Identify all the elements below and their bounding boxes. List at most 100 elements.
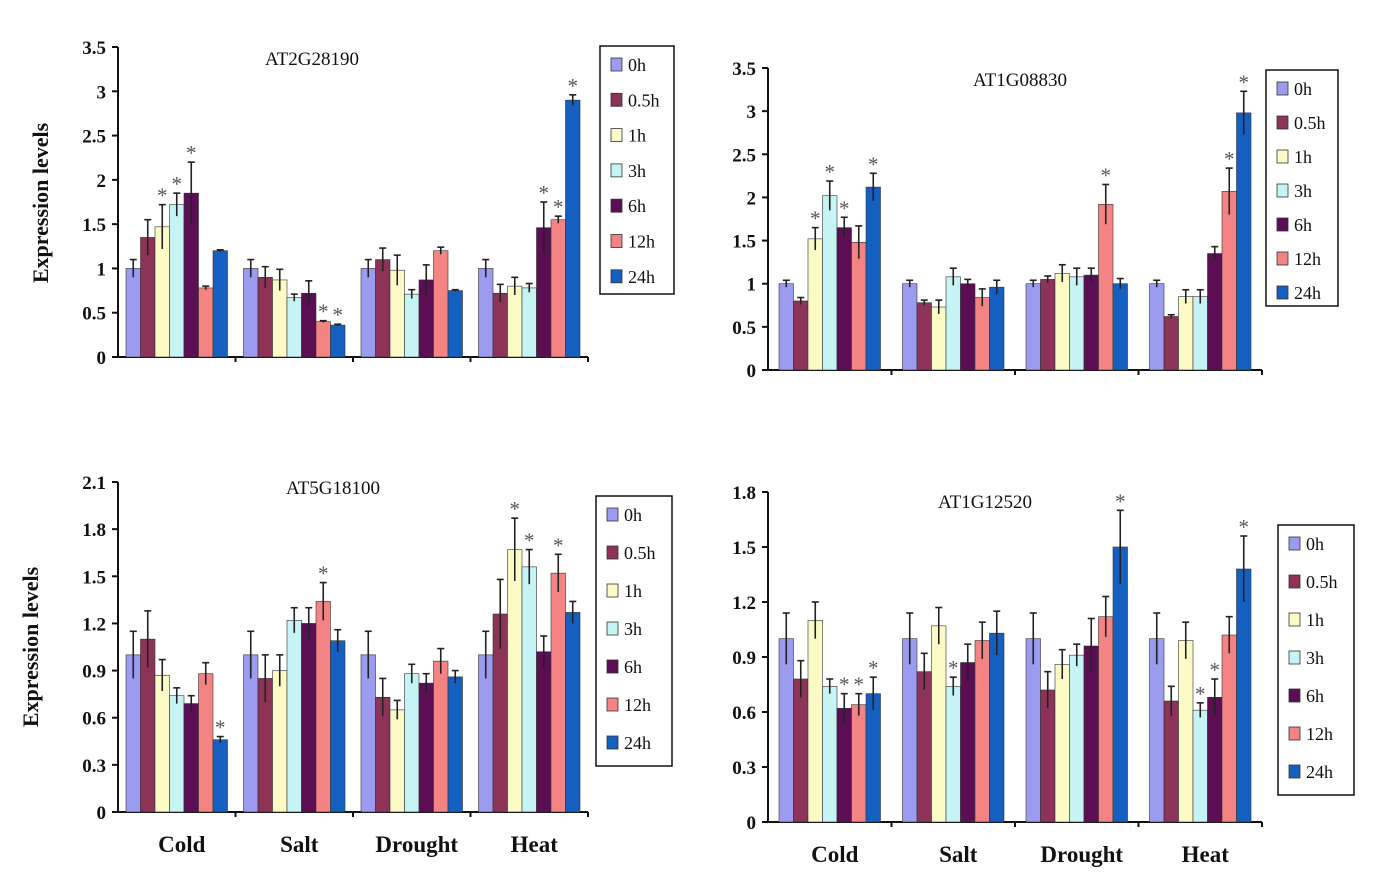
legend-swatch <box>1276 217 1289 232</box>
y-tick-label: 1.8 <box>82 520 106 541</box>
bar <box>822 195 838 371</box>
bar <box>1163 316 1179 371</box>
bar <box>1236 568 1252 823</box>
legend-label: 0h <box>628 55 646 75</box>
bar <box>447 676 463 813</box>
bar <box>1236 112 1252 371</box>
significance-star: * <box>1239 515 1250 539</box>
x-category-label: Salt <box>280 832 319 857</box>
bar <box>916 671 932 823</box>
bar <box>272 279 288 358</box>
bar <box>902 283 918 371</box>
legend-label: 0.5h <box>1306 572 1338 592</box>
legend-label: 1h <box>628 126 646 146</box>
bar <box>433 660 449 813</box>
significance-star: * <box>1239 70 1250 94</box>
bar <box>521 566 537 813</box>
legend-swatch <box>1288 764 1301 779</box>
bar <box>916 302 932 371</box>
legend-swatch <box>610 234 623 248</box>
bar <box>793 678 809 823</box>
bar <box>404 673 420 813</box>
legend-swatch <box>1288 650 1301 665</box>
y-axis-label: Expression levels <box>18 566 43 727</box>
bar <box>851 704 867 823</box>
bar <box>286 619 302 813</box>
legend-label: 0h <box>1306 534 1324 554</box>
legend-swatch <box>610 128 623 143</box>
bar <box>198 287 214 358</box>
y-tick-label: 0.6 <box>732 703 756 724</box>
bar <box>1221 191 1237 371</box>
legend-label: 6h <box>1306 686 1324 706</box>
bar <box>550 572 566 813</box>
y-tick-label: 0.9 <box>732 648 756 669</box>
significance-star: * <box>868 152 879 176</box>
y-tick-label: 1.2 <box>82 614 106 635</box>
x-category-label: Cold <box>158 832 206 857</box>
y-tick-label: 1.5 <box>82 567 106 588</box>
significance-star: * <box>318 300 329 324</box>
legend-label: 12h <box>628 232 655 252</box>
legend-label: 24h <box>624 733 651 753</box>
bar <box>507 549 523 813</box>
bar <box>778 283 794 371</box>
x-category-label: Cold <box>811 842 859 867</box>
significance-star: * <box>839 673 850 697</box>
legend: 0h 0.5h 1h 3h 6h 12h 24h <box>595 495 673 767</box>
significance-star: * <box>1115 489 1126 513</box>
bar <box>1069 276 1085 371</box>
bar <box>418 682 434 813</box>
legend-label: 0h <box>1294 79 1312 99</box>
bar <box>778 638 794 823</box>
bar <box>1054 664 1070 823</box>
legend: 0h 0.5h 1h 3h 6h 12h 24h <box>599 45 675 295</box>
bar <box>257 276 273 358</box>
legend-label: 6h <box>624 657 642 677</box>
y-tick-label: 1.2 <box>732 593 756 614</box>
y-tick-label: 0.9 <box>82 662 106 683</box>
bar <box>1163 700 1179 823</box>
significance-star: * <box>868 656 879 680</box>
bar <box>960 283 976 371</box>
bar <box>198 673 214 813</box>
bar <box>183 703 199 813</box>
bar <box>1192 709 1208 823</box>
bar <box>1221 634 1237 823</box>
y-tick-label: 0 <box>97 803 107 824</box>
bar <box>1098 204 1114 371</box>
legend-label: 1h <box>624 581 642 601</box>
significance-star: * <box>568 74 579 98</box>
y-tick-label: 0.6 <box>82 709 106 730</box>
chart-title: AT1G08830 <box>973 70 1067 91</box>
y-tick-label: 2.5 <box>732 145 756 166</box>
bar <box>865 693 881 823</box>
bar <box>807 238 823 371</box>
significance-star: * <box>524 529 535 553</box>
legend-swatch <box>606 621 619 636</box>
bar <box>375 259 391 358</box>
legend-label: 12h <box>1306 724 1333 744</box>
x-category-label: Heat <box>511 832 559 857</box>
chart-panel-3: 0 0.3 0.6 0.9 1.2 1.5 1.8 2.1 * Cold * Salt Drought *… <box>18 473 673 857</box>
legend-swatch <box>1276 115 1289 130</box>
legend-swatch <box>1276 81 1289 96</box>
significance-star: * <box>318 562 329 586</box>
bar <box>865 186 881 371</box>
legend-label: 0.5h <box>624 543 656 563</box>
bar <box>945 686 961 823</box>
legend-swatch <box>1288 612 1301 627</box>
bar <box>315 321 331 358</box>
legend-label: 3h <box>624 619 642 639</box>
y-tick-label: 0 <box>747 813 757 834</box>
legend-label: 1h <box>1306 610 1324 630</box>
bar <box>212 250 228 358</box>
bar <box>1178 296 1194 371</box>
legend-swatch <box>606 659 619 674</box>
legend-swatch <box>1288 574 1301 589</box>
bar <box>243 268 259 358</box>
bar <box>447 290 463 358</box>
y-axis-label: Expression levels <box>28 122 53 283</box>
bar <box>330 324 346 358</box>
